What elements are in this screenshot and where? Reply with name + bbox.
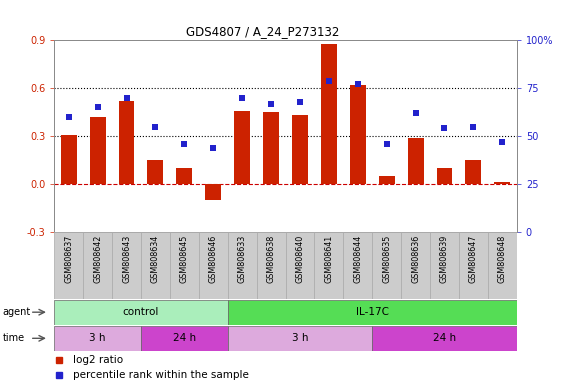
FancyBboxPatch shape <box>459 232 488 299</box>
Text: GSM808634: GSM808634 <box>151 235 160 283</box>
Bar <box>119 101 134 184</box>
FancyBboxPatch shape <box>286 232 315 299</box>
FancyBboxPatch shape <box>488 232 517 299</box>
FancyBboxPatch shape <box>228 232 256 299</box>
FancyBboxPatch shape <box>112 232 141 299</box>
Text: 3 h: 3 h <box>292 333 308 343</box>
FancyBboxPatch shape <box>141 326 228 351</box>
Text: GSM808641: GSM808641 <box>324 235 333 283</box>
FancyBboxPatch shape <box>401 232 430 299</box>
Bar <box>61 134 77 184</box>
Point <box>498 139 507 145</box>
Text: GSM808643: GSM808643 <box>122 235 131 283</box>
Bar <box>90 117 106 184</box>
Bar <box>321 43 337 184</box>
FancyBboxPatch shape <box>228 326 372 351</box>
Text: control: control <box>123 307 159 317</box>
FancyBboxPatch shape <box>343 232 372 299</box>
Text: GSM808638: GSM808638 <box>267 235 276 283</box>
Text: GSM808642: GSM808642 <box>93 235 102 283</box>
Point <box>180 141 189 147</box>
Point <box>267 101 276 107</box>
Text: GSM808645: GSM808645 <box>180 235 189 283</box>
FancyBboxPatch shape <box>228 300 517 325</box>
FancyBboxPatch shape <box>54 232 83 299</box>
Bar <box>437 168 452 184</box>
Text: agent: agent <box>3 307 31 317</box>
FancyBboxPatch shape <box>170 232 199 299</box>
Point <box>440 126 449 132</box>
FancyBboxPatch shape <box>54 326 141 351</box>
Point <box>411 110 420 116</box>
Text: 24 h: 24 h <box>433 333 456 343</box>
FancyBboxPatch shape <box>199 232 228 299</box>
Point <box>238 95 247 101</box>
Bar <box>379 176 395 184</box>
FancyBboxPatch shape <box>372 232 401 299</box>
Bar <box>206 184 221 200</box>
Point <box>353 81 363 88</box>
FancyBboxPatch shape <box>83 232 112 299</box>
Text: GSM808646: GSM808646 <box>209 235 218 283</box>
Bar <box>408 138 424 184</box>
Point <box>295 99 304 105</box>
Bar <box>234 111 250 184</box>
Point <box>64 114 73 120</box>
Text: GSM808648: GSM808648 <box>498 235 507 283</box>
Point <box>469 124 478 130</box>
Text: IL-17C: IL-17C <box>356 307 389 317</box>
Point <box>151 124 160 130</box>
Text: GSM808639: GSM808639 <box>440 235 449 283</box>
Text: GSM808633: GSM808633 <box>238 235 247 283</box>
Text: GSM808635: GSM808635 <box>382 235 391 283</box>
Point <box>122 95 131 101</box>
Point <box>324 78 333 84</box>
Text: GSM808637: GSM808637 <box>64 235 73 283</box>
Text: percentile rank within the sample: percentile rank within the sample <box>73 370 248 380</box>
Bar <box>292 115 308 184</box>
FancyBboxPatch shape <box>430 232 459 299</box>
FancyBboxPatch shape <box>141 232 170 299</box>
Text: 24 h: 24 h <box>173 333 196 343</box>
Point <box>93 104 102 111</box>
Text: time: time <box>3 333 25 343</box>
FancyBboxPatch shape <box>256 232 286 299</box>
Bar <box>494 182 510 184</box>
Text: GDS4807 / A_24_P273132: GDS4807 / A_24_P273132 <box>186 25 339 38</box>
Text: GSM808636: GSM808636 <box>411 235 420 283</box>
Bar <box>176 168 192 184</box>
FancyBboxPatch shape <box>54 300 228 325</box>
Text: GSM808644: GSM808644 <box>353 235 362 283</box>
Bar <box>147 160 163 184</box>
Text: log2 ratio: log2 ratio <box>73 354 123 364</box>
Text: GSM808640: GSM808640 <box>295 235 304 283</box>
Bar <box>465 160 481 184</box>
Text: GSM808647: GSM808647 <box>469 235 478 283</box>
FancyBboxPatch shape <box>372 326 517 351</box>
Text: 3 h: 3 h <box>89 333 106 343</box>
Point <box>382 141 391 147</box>
Point <box>208 144 218 151</box>
Bar <box>350 85 365 184</box>
Bar <box>263 112 279 184</box>
FancyBboxPatch shape <box>315 232 343 299</box>
